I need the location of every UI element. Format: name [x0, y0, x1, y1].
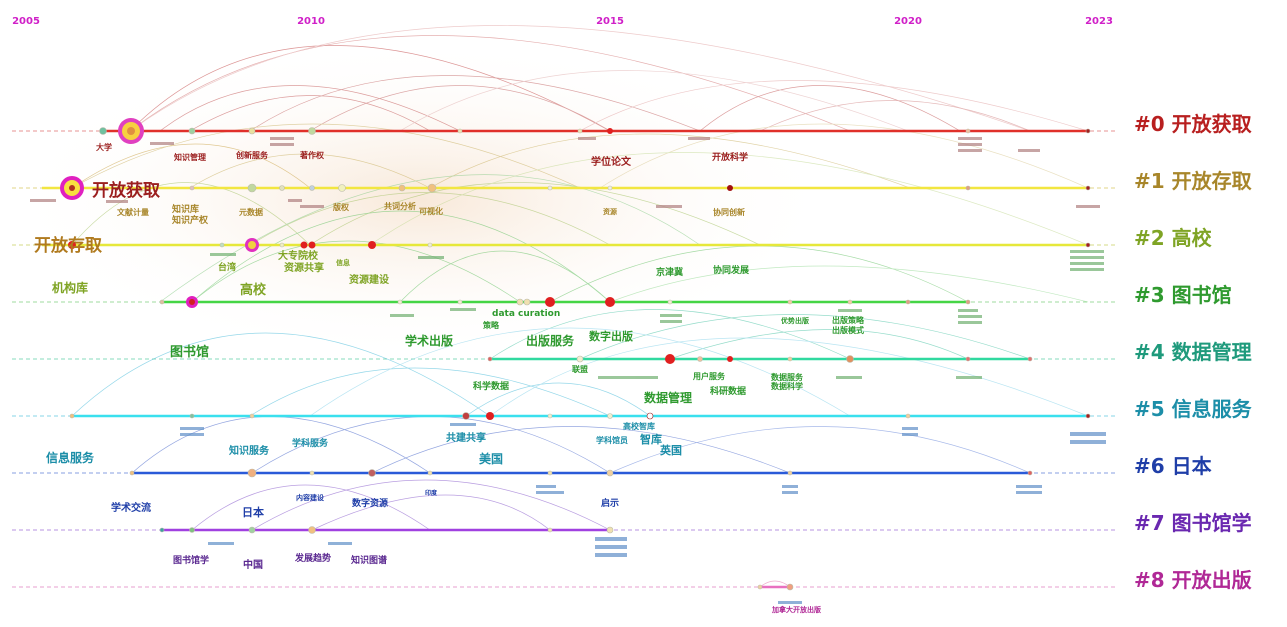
cluster-label: #0 开放获取 [1134, 112, 1252, 136]
keyword-label: 数据服务 [771, 372, 804, 382]
keyword-label: 联盟 [572, 364, 588, 374]
year-label: 2020 [894, 16, 922, 27]
keyword-label: 学术出版 [405, 333, 453, 348]
keyword-label: 策略 [483, 320, 500, 330]
keyword-label: 高校智库 [623, 421, 655, 431]
keyword-label: 资源建设 [349, 273, 389, 286]
keyword-label: 大学 [96, 142, 112, 152]
keyword-label: 文献计量 [117, 207, 149, 217]
keyword-nodes [60, 118, 1091, 591]
keyword-label: 印度 [425, 489, 438, 497]
keyword-label: 协同发展 [713, 264, 749, 276]
cluster-label: #5 信息服务 [1134, 397, 1253, 421]
keyword-label: 学位论文 [591, 155, 632, 168]
keyword-label: 智库 [640, 432, 662, 446]
keyword-label: 著作权 [299, 150, 325, 160]
keyword-label: 信息 [336, 258, 350, 267]
keyword-label: 开放获取 [92, 180, 160, 201]
keyword-label: 用户服务 [692, 371, 726, 381]
keyword-label: 知识服务 [228, 444, 270, 457]
keyword-label: 图书馆 [170, 344, 209, 360]
year-label: 2005 [12, 16, 40, 27]
year-axis: 2005 2010 2015 2020 2023 [12, 16, 1113, 27]
keyword-label: 大专院校 [278, 249, 319, 262]
keyword-label: 中国 [243, 558, 263, 571]
keyword-labels: 开放获取 开放存取 机构库 高校 图书馆 信息服务 学术交流 日本 图书馆学 中… [34, 142, 865, 614]
keyword-label: 共词分析 [384, 201, 416, 211]
keyword-label: 数字出版 [589, 329, 633, 343]
cluster-legend: #0 开放获取 #1 开放存取 #2 高校 #3 图书馆 #4 数据管理 #5 … [1134, 112, 1253, 592]
keyword-label: 协同创新 [713, 207, 745, 217]
keyword-label: 图书馆学 [173, 554, 209, 566]
keyword-label: 英国 [659, 443, 682, 457]
keyword-label: 知识图谱 [350, 554, 387, 566]
year-label: 2023 [1085, 16, 1113, 27]
keyword-label: 科学数据 [473, 380, 509, 392]
keyword-label: 机构库 [52, 280, 88, 295]
minor-captions-blue [180, 423, 1106, 604]
keyword-label: 学术交流 [111, 501, 151, 514]
keyword-label: 出版策略 [832, 315, 865, 325]
cluster-label: #8 开放出版 [1134, 568, 1252, 592]
year-label: 2015 [596, 16, 624, 27]
cluster-label: #3 图书馆 [1134, 283, 1232, 307]
keyword-label: 数字资源 [352, 497, 388, 509]
keyword-label: 数据管理 [644, 390, 692, 405]
keyword-label: 学科服务 [292, 437, 329, 449]
keyword-label: 开放存取 [34, 235, 102, 256]
keyword-label: data curation [492, 309, 560, 319]
keyword-label: 科研数据 [710, 385, 746, 397]
keyword-label: 启示 [601, 497, 619, 509]
keyword-label: 日本 [242, 505, 264, 519]
keyword-label: 学科馆员 [596, 435, 628, 445]
keyword-label: 优势出版 [781, 316, 809, 325]
cluster-label: #4 数据管理 [1134, 340, 1252, 364]
keyword-label: 知识管理 [174, 152, 206, 162]
keyword-label: 发展趋势 [294, 552, 331, 564]
keyword-label: 信息服务 [46, 450, 95, 465]
keyword-label: 出版模式 [832, 325, 864, 335]
keyword-label: 台湾 [218, 261, 236, 273]
keyword-label: 资源共享 [284, 261, 324, 274]
keyword-label: 开放科学 [712, 151, 748, 163]
keyword-label: 知识库 [171, 203, 199, 215]
citation-arcs [71, 25, 1089, 588]
keyword-label: 共建共享 [446, 431, 486, 444]
cluster-label: #1 开放存取 [1134, 169, 1252, 193]
year-label: 2010 [297, 16, 325, 27]
minor-captions-green [210, 250, 1104, 379]
keyword-label: 资源 [603, 207, 617, 216]
keyword-label: 京津冀 [656, 266, 683, 278]
cluster-label: #2 高校 [1134, 226, 1213, 250]
cluster-label: #7 图书馆学 [1134, 511, 1252, 535]
keyword-label: 美国 [479, 451, 503, 466]
keyword-label: 数据科学 [771, 381, 803, 391]
keyword-label: 内容建设 [296, 493, 325, 502]
keyword-label: 高校 [240, 282, 267, 298]
keyword-label: 版权 [332, 202, 350, 212]
keyword-label: 可视化 [419, 206, 443, 216]
keyword-label: 加拿大开放出版 [771, 605, 821, 614]
keyword-label: 创新服务 [235, 150, 269, 160]
keyword-label: 元数据 [239, 207, 263, 217]
cluster-label: #6 日本 [1134, 454, 1212, 478]
keyword-label: 知识产权 [171, 214, 209, 226]
minor-captions [30, 137, 1100, 208]
keyword-label: 出版服务 [526, 333, 575, 348]
